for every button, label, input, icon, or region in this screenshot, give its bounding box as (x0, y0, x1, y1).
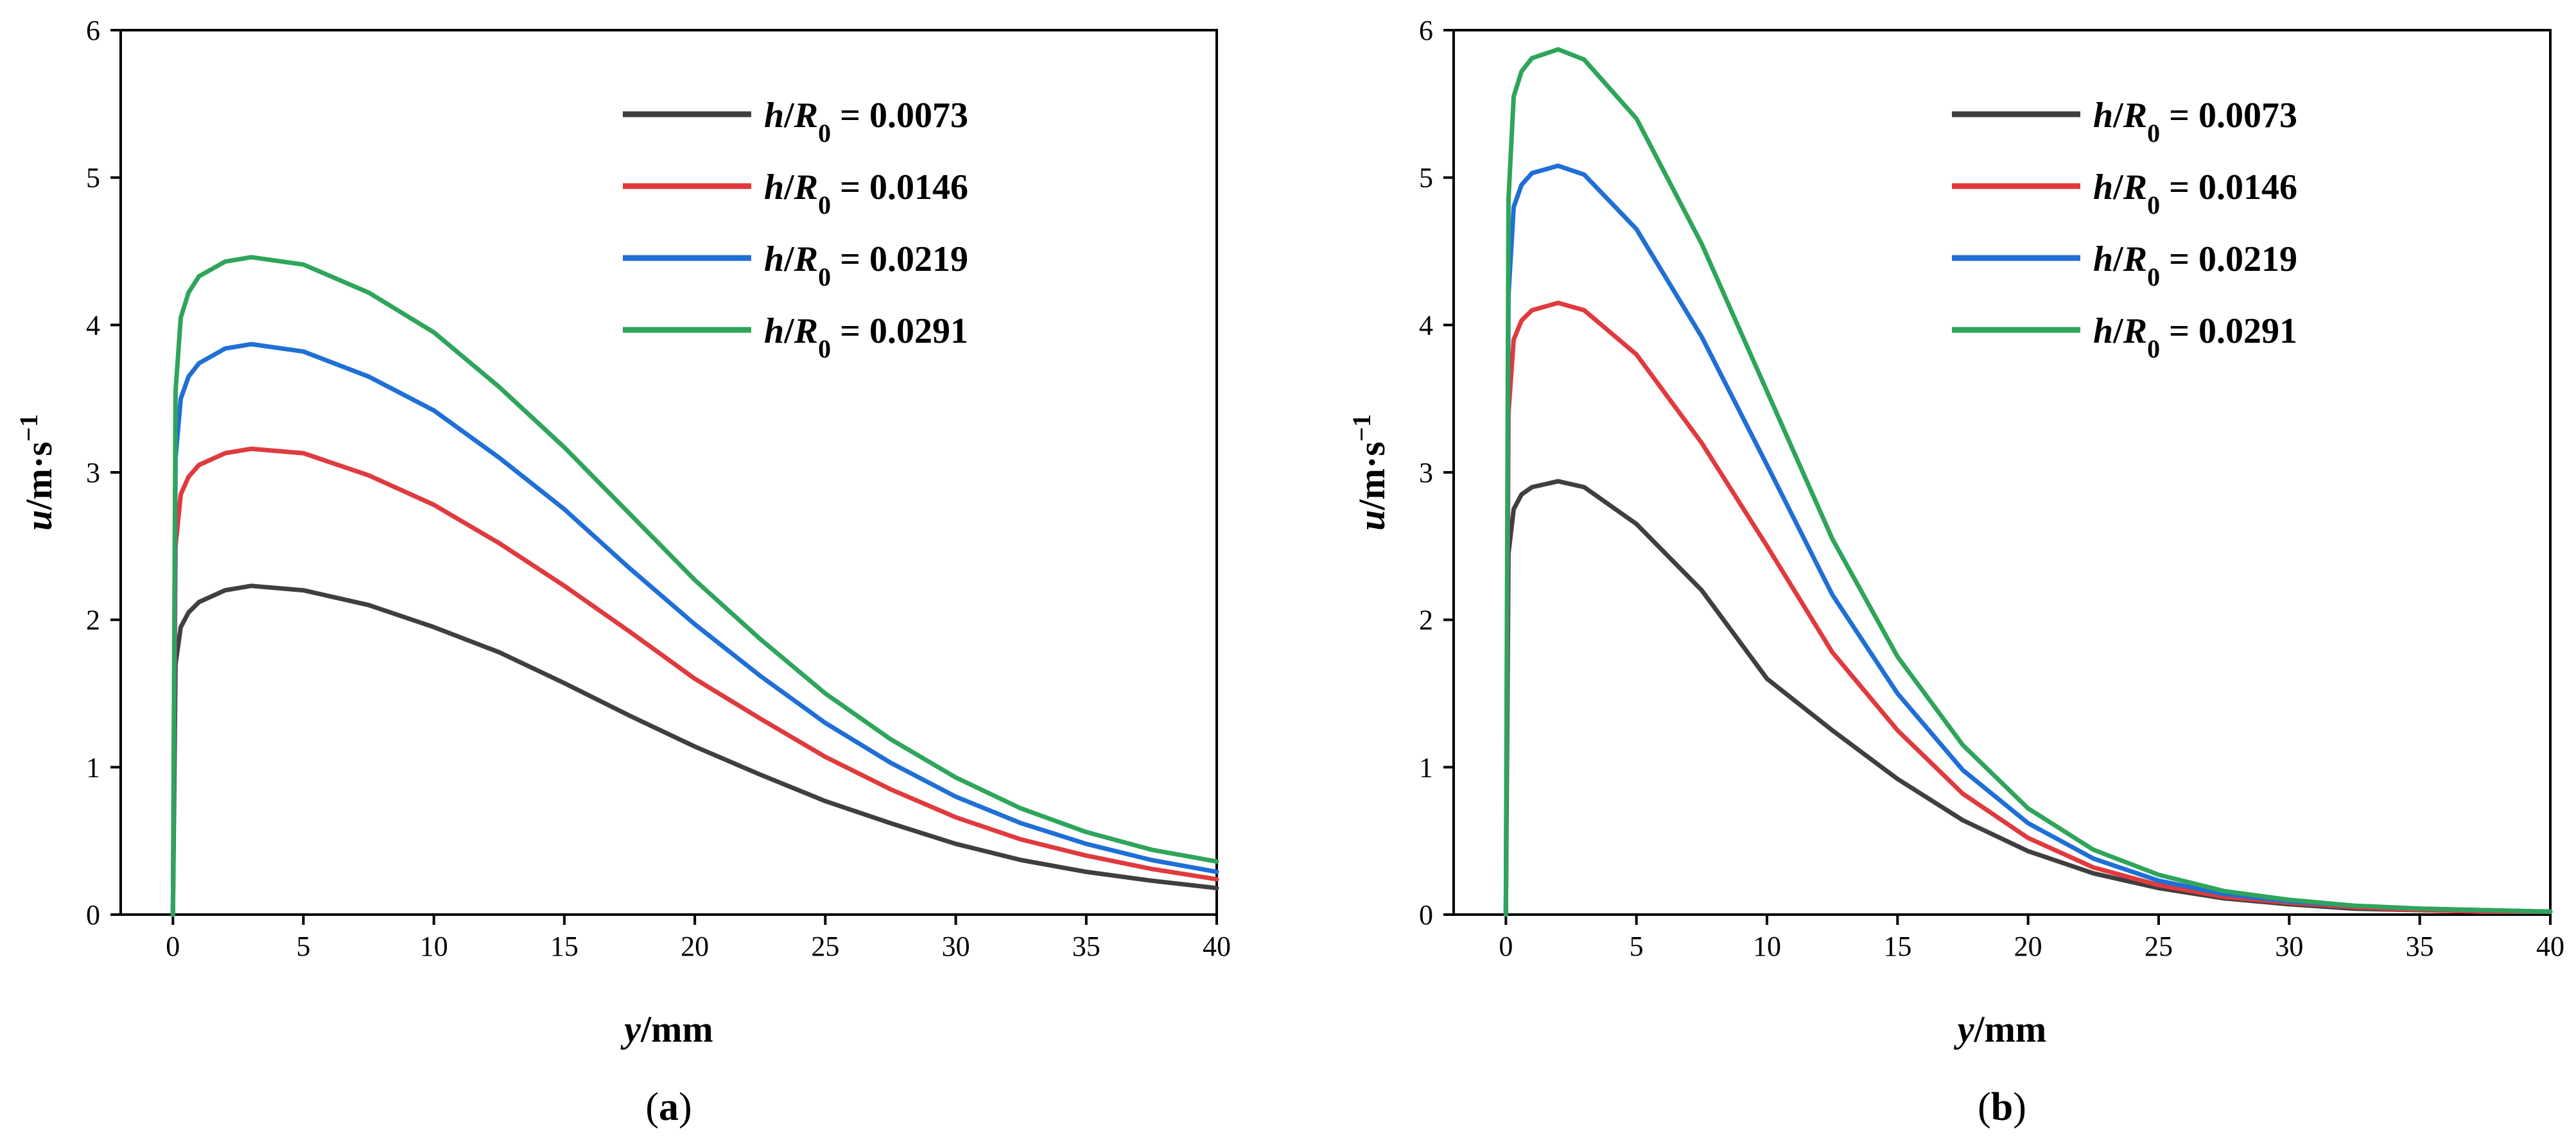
y-tick-label: 3 (86, 457, 100, 488)
series-line-0 (170, 583, 1219, 917)
y-axis-label: u/m·s−1 (1347, 414, 1393, 530)
x-tick-label: 30 (2275, 931, 2303, 962)
y-tick-label: 5 (1419, 162, 1433, 194)
chart-panel-b: 0 5 10 15 20 25 30 35 40 0 1 2 3 4 5 6 h/R0 = 0.0073 h/R0… (1347, 15, 2565, 1129)
legend-label-0: h/R0 = 0.0073 (2093, 96, 2297, 148)
x-tick-label: 0 (166, 931, 180, 962)
y-tick-label: 0 (86, 899, 100, 931)
legend-label-3: h/R0 = 0.0291 (2093, 311, 2297, 363)
y-tick-label: 2 (86, 605, 100, 636)
series-line-2 (1503, 163, 2553, 917)
x-tick-label: 35 (1072, 931, 1101, 962)
x-tick-label: 15 (1883, 931, 1911, 962)
series-line-3 (1503, 47, 2553, 917)
x-axis-label: y/mm (1954, 1008, 2047, 1050)
y-tick-label: 6 (1419, 15, 1433, 46)
y-tick-label: 4 (1419, 309, 1433, 341)
y-tick-label: 0 (1419, 899, 1433, 931)
x-tick-label: 5 (297, 931, 311, 962)
legend-label-3: h/R0 = 0.0291 (764, 311, 968, 363)
x-tick-label: 5 (1630, 931, 1644, 962)
y-tick-label: 4 (86, 309, 100, 341)
y-tick-label: 6 (86, 15, 100, 46)
legend-label-2: h/R0 = 0.0219 (764, 239, 968, 291)
x-tick-label: 30 (942, 931, 970, 962)
series-line-3 (170, 255, 1219, 917)
x-tick-label: 35 (2406, 931, 2434, 962)
series-line-1 (170, 446, 1219, 917)
y-tick-label: 1 (1419, 752, 1433, 783)
y-tick-label: 2 (1419, 605, 1433, 636)
y-tick-label: 5 (86, 162, 100, 194)
x-tick-label: 25 (811, 931, 839, 962)
legend-label-1: h/R0 = 0.0146 (764, 168, 968, 220)
x-tick-label: 40 (2536, 931, 2564, 962)
x-tick-label: 0 (1499, 931, 1513, 962)
x-tick-label: 20 (681, 931, 709, 962)
y-tick-label: 3 (1419, 457, 1433, 488)
legend-label-0: h/R0 = 0.0073 (764, 96, 968, 148)
y-tick-label: 1 (86, 752, 100, 783)
x-tick-label: 25 (2145, 931, 2173, 962)
x-tick-label: 15 (550, 931, 579, 962)
x-axis-label: y/mm (620, 1008, 713, 1050)
series-line-2 (170, 341, 1219, 917)
legend-label-1: h/R0 = 0.0146 (2093, 168, 2297, 220)
x-tick-label: 10 (1753, 931, 1781, 962)
y-axis-label: u/m·s−1 (14, 414, 60, 530)
plot-frame (119, 29, 1218, 916)
legend-label-2: h/R0 = 0.0219 (2093, 239, 2297, 291)
x-tick-label: 10 (420, 931, 448, 962)
x-tick-label: 20 (2014, 931, 2042, 962)
panel-label: (a) (645, 1085, 692, 1129)
chart-panel-a: 0 5 10 15 20 25 30 35 40 0 1 2 3 4 5 6 h/R0 = 0.0073 h/R0… (14, 15, 1231, 1129)
panel-label: (b) (1978, 1085, 2026, 1129)
x-tick-label: 40 (1203, 931, 1231, 962)
series-line-0 (1503, 479, 2553, 917)
